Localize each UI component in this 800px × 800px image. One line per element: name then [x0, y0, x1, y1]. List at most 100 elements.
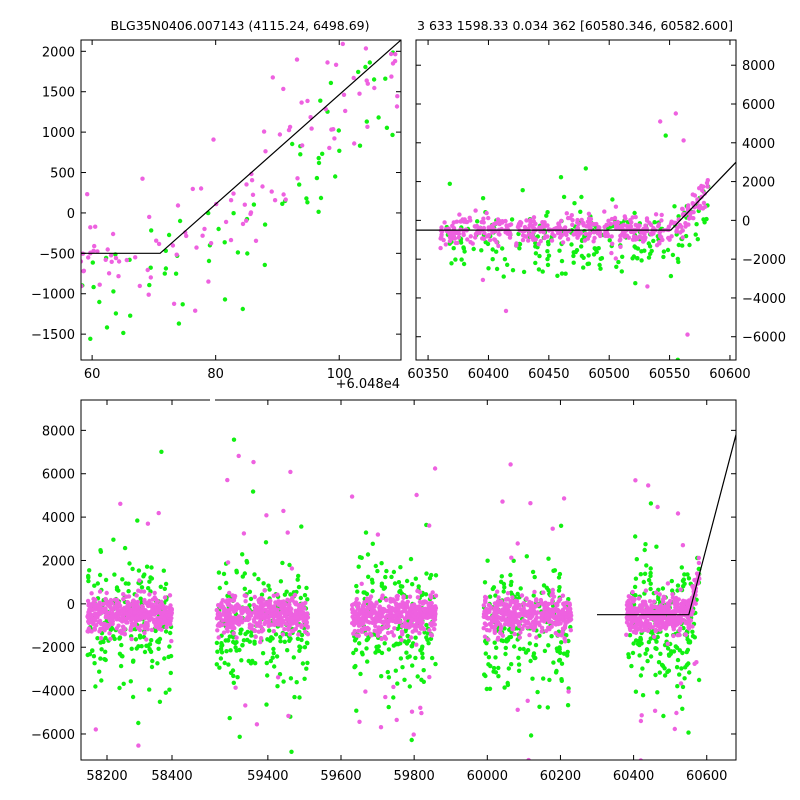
- data-point-magenta: [385, 622, 390, 627]
- data-point-magenta: [667, 598, 673, 604]
- data-point-green: [537, 704, 542, 709]
- data-point-magenta: [494, 618, 499, 623]
- data-point-magenta: [409, 617, 414, 622]
- data-point-green: [509, 217, 515, 222]
- data-point-green: [528, 658, 533, 664]
- data-point-green: [86, 575, 91, 580]
- data-point-green: [282, 639, 287, 644]
- data-point-green: [393, 668, 398, 673]
- data-point-green: [681, 584, 686, 589]
- data-point-magenta: [374, 600, 379, 605]
- data-point-green: [379, 674, 384, 679]
- data-point-magenta: [264, 513, 269, 518]
- data-point-green: [248, 661, 254, 666]
- data-point-magenta: [107, 631, 112, 636]
- data-point-magenta: [410, 623, 415, 628]
- data-point-magenta: [632, 606, 638, 611]
- data-point-magenta: [409, 709, 415, 714]
- data-point-magenta: [613, 204, 619, 209]
- data-point-green: [304, 585, 309, 591]
- data-point-magenta: [257, 620, 263, 625]
- data-point-magenta: [630, 598, 635, 604]
- data-point-magenta: [253, 634, 258, 639]
- data-point-green: [379, 581, 385, 586]
- data-point-green: [682, 676, 687, 681]
- data-point-magenta: [156, 620, 162, 625]
- data-point-magenta: [676, 614, 681, 619]
- data-point-magenta: [150, 602, 155, 607]
- data-point-magenta: [550, 613, 555, 618]
- data-point-green: [546, 253, 552, 258]
- data-point-green: [627, 633, 633, 638]
- data-point-green: [114, 587, 120, 592]
- data-point-magenta: [239, 615, 244, 621]
- data-point-magenta: [103, 257, 108, 262]
- data-point-magenta: [539, 225, 544, 230]
- data-point-magenta: [479, 219, 484, 225]
- data-point-magenta: [680, 207, 685, 212]
- data-point-magenta: [631, 629, 637, 635]
- data-point-green: [428, 636, 434, 641]
- data-point-magenta: [659, 619, 665, 624]
- data-point-green: [517, 242, 523, 247]
- data-point-green: [123, 581, 128, 586]
- data-point-green: [646, 577, 652, 583]
- data-point-magenta: [518, 223, 523, 228]
- data-point-magenta: [215, 628, 220, 633]
- data-point-magenta: [556, 222, 562, 227]
- data-point-green: [104, 325, 110, 330]
- data-point-magenta: [114, 610, 120, 616]
- data-point-magenta: [618, 244, 623, 249]
- data-point-green: [269, 635, 274, 640]
- data-point-magenta: [483, 599, 488, 605]
- data-point-green: [693, 232, 698, 237]
- data-point-green: [648, 251, 653, 256]
- data-point-magenta: [570, 222, 575, 227]
- data-point-green: [536, 267, 542, 272]
- data-point-magenta: [363, 46, 369, 51]
- data-point-green: [398, 588, 403, 593]
- data-point-magenta: [637, 223, 642, 228]
- data-point-green: [557, 571, 563, 577]
- data-point-magenta: [332, 136, 337, 141]
- data-point-magenta: [433, 611, 438, 617]
- data-point-magenta: [486, 233, 491, 238]
- data-point-magenta: [641, 235, 646, 240]
- panel-zoom-left: 20406080100−1500−1000−500050010001500200…: [31, 18, 402, 392]
- data-point-magenta: [391, 684, 396, 690]
- data-point-magenta: [587, 231, 592, 236]
- data-point-magenta: [244, 182, 249, 187]
- data-point-magenta: [428, 621, 433, 626]
- data-point-green: [364, 646, 369, 651]
- data-point-magenta: [108, 636, 113, 641]
- data-point-green: [530, 569, 536, 575]
- data-point-green: [661, 254, 666, 260]
- data-point-magenta: [664, 604, 670, 609]
- data-point-magenta: [671, 633, 676, 639]
- data-point-magenta: [418, 616, 423, 621]
- y-tick-label: 4000: [42, 511, 75, 526]
- data-point-magenta: [521, 618, 526, 623]
- data-point-magenta: [432, 466, 438, 471]
- data-point-green: [284, 589, 289, 594]
- data-point-green: [95, 636, 100, 641]
- data-point-magenta: [389, 630, 394, 635]
- data-point-green: [120, 654, 125, 659]
- data-point-magenta: [592, 222, 597, 227]
- data-point-magenta: [145, 613, 150, 619]
- data-point-green: [499, 574, 504, 579]
- data-point-magenta: [571, 232, 576, 237]
- data-point-magenta: [510, 595, 515, 600]
- data-point-magenta: [130, 616, 135, 621]
- data-point-green: [524, 554, 529, 559]
- data-point-magenta: [674, 710, 679, 716]
- data-point-magenta: [281, 86, 286, 92]
- data-point-magenta: [527, 223, 532, 228]
- data-point-magenta: [354, 596, 359, 602]
- x-tick-label: 60200: [540, 769, 581, 784]
- data-point-magenta: [126, 606, 131, 611]
- data-point-green: [686, 576, 692, 581]
- data-point-magenta: [93, 597, 98, 602]
- data-point-green: [429, 655, 435, 661]
- data-point-magenta: [368, 600, 373, 605]
